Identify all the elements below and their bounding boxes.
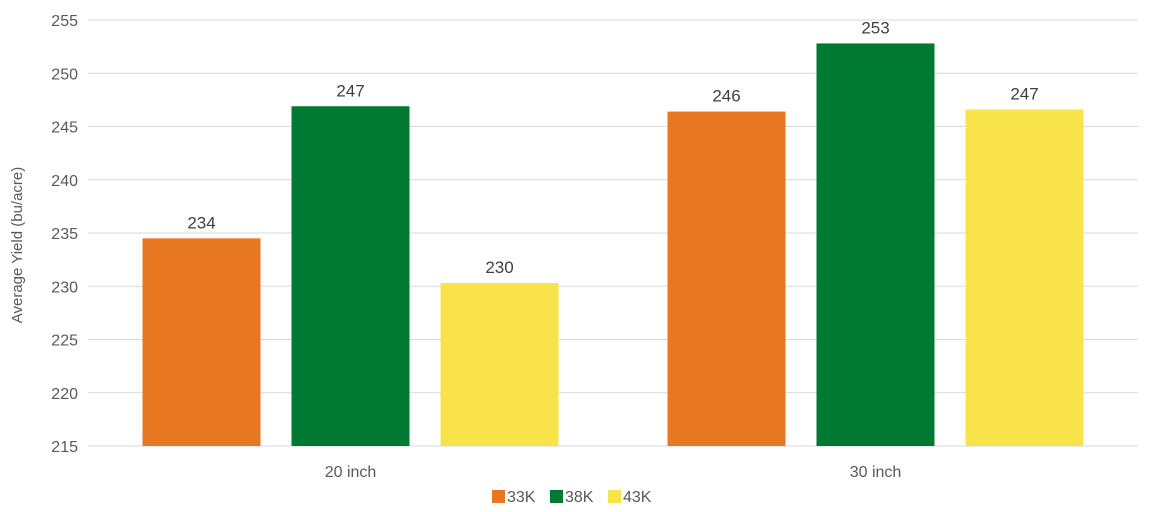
gridlines [88,19,1138,447]
legend-item-33k: 33K [492,489,536,506]
legend-item-38k: 38K [550,489,594,506]
data-label: 247 [336,81,364,100]
y-tick-label: 255 [51,13,78,30]
y-tick-label: 240 [51,173,78,190]
bars [142,43,1084,447]
y-tick-label: 215 [51,439,78,456]
y-tick-label: 220 [51,386,78,403]
data-label: 253 [861,18,889,37]
y-tick-label: 245 [51,120,78,137]
legend-item-43k: 43K [608,489,652,506]
y-axis-title: Average Yield (bu/acre) [9,167,26,323]
bar-43k-0 [440,283,559,446]
data-label: 234 [187,213,215,232]
legend-swatch [492,490,505,503]
bar-33k-1 [667,111,786,446]
data-label: 246 [712,87,740,106]
y-tick-label: 225 [51,333,78,350]
bar-38k-0 [291,106,410,446]
x-tick-label: 30 inch [850,464,902,481]
y-axis-ticks: 215 220 225 230 235 240 245 250 255 [51,13,78,456]
y-tick-label: 230 [51,279,78,296]
data-label: 230 [485,258,513,277]
bar-33k-0 [142,238,261,446]
legend-swatch [550,490,563,503]
legend-label: 43K [623,489,652,506]
bar-43k-1 [965,109,1084,447]
y-tick-label: 235 [51,226,78,243]
data-label: 247 [1010,84,1038,103]
data-labels: 234 247 230 246 253 247 [187,18,1038,277]
x-tick-label: 20 inch [325,464,377,481]
bar-38k-1 [816,43,935,447]
legend-label: 33K [507,489,536,506]
legend: 33K 38K 43K [492,489,652,506]
y-tick-label: 250 [51,66,78,83]
x-axis-ticks: 20 inch 30 inch [325,464,902,481]
legend-swatch [608,490,621,503]
legend-label: 38K [565,489,594,506]
